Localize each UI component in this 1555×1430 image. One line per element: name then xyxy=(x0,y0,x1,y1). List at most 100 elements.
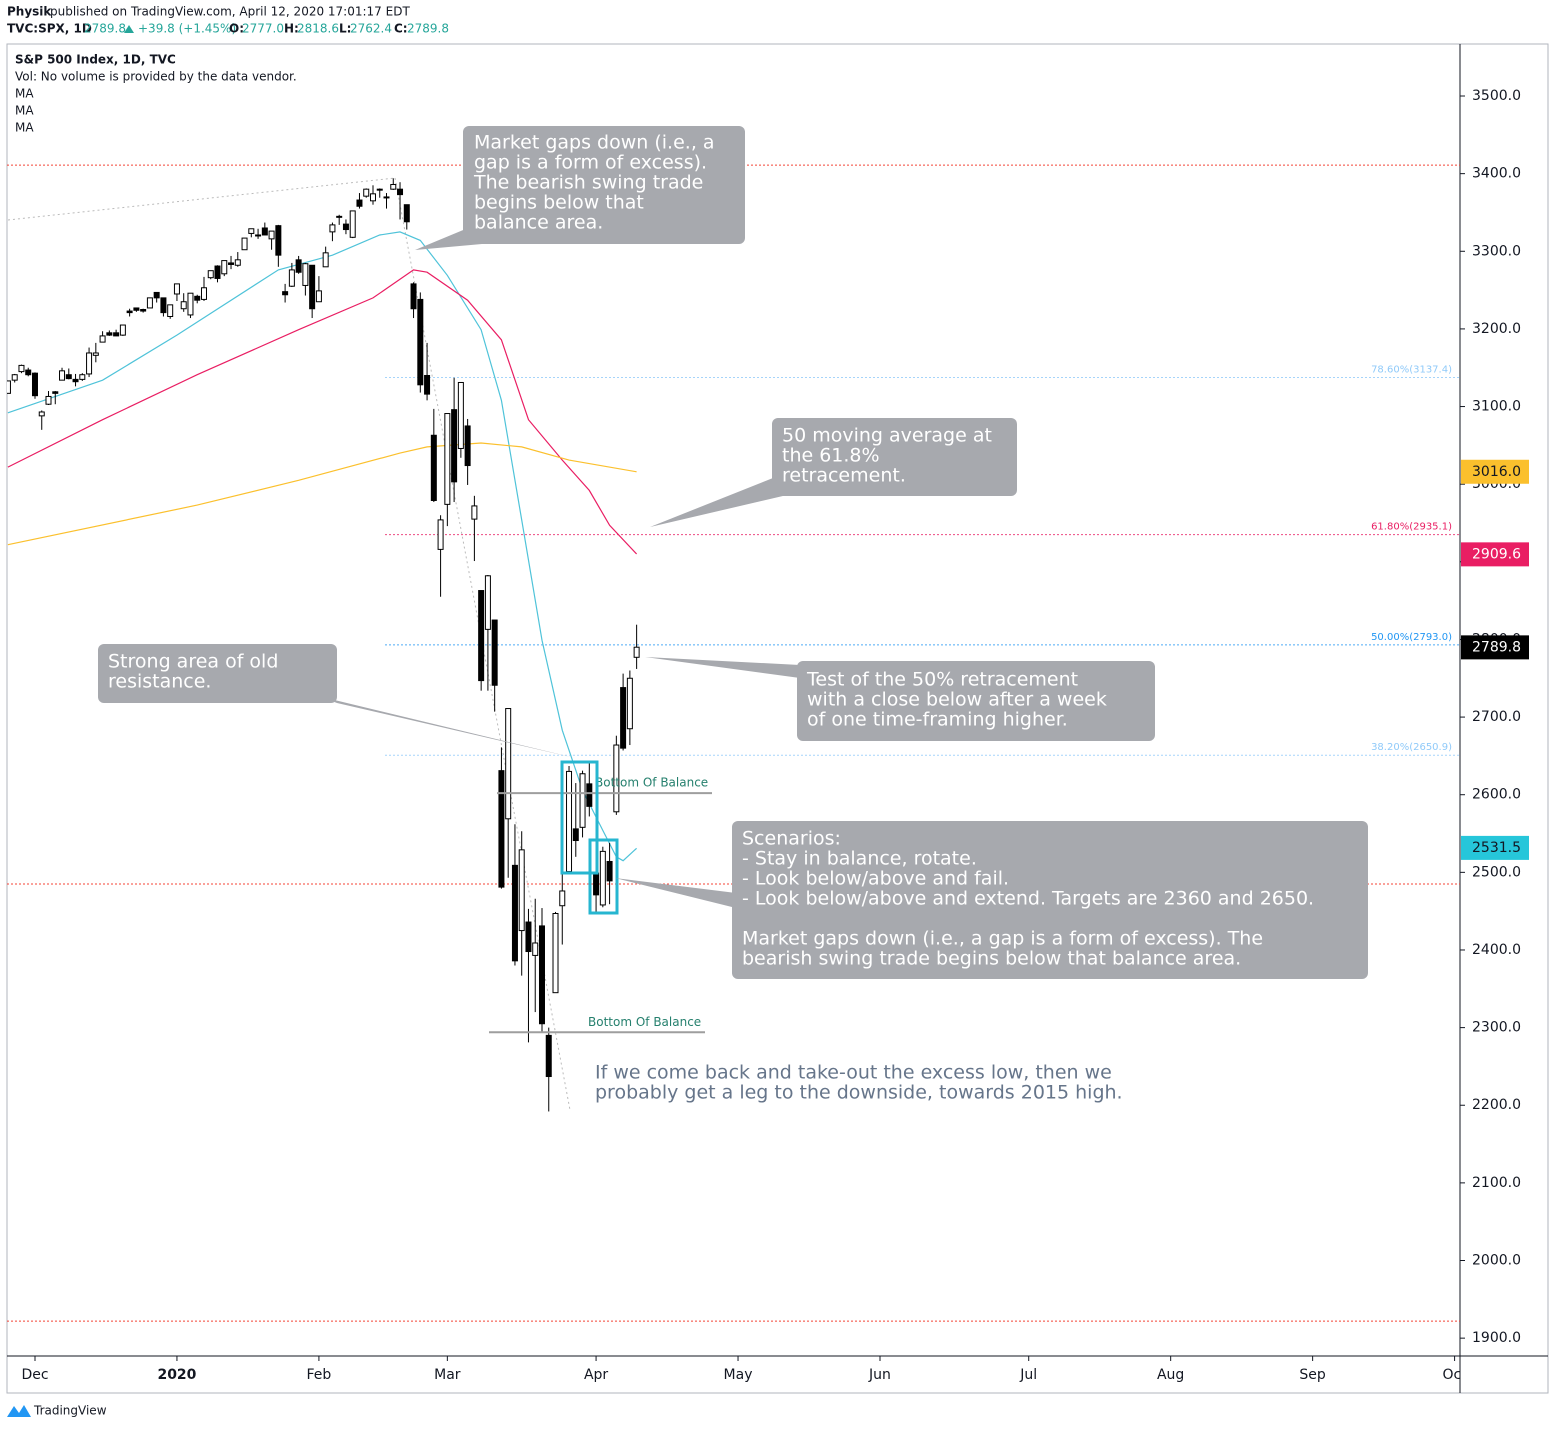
candle-body xyxy=(153,291,160,299)
candle-body xyxy=(59,370,66,381)
last-price: 2789.8 xyxy=(84,22,126,36)
candle-body xyxy=(599,850,606,906)
ohlc-key: O: xyxy=(229,22,244,36)
candle-body xyxy=(376,188,383,191)
candle-body xyxy=(92,352,99,356)
y-tick-label: 1900.0 xyxy=(1472,1330,1521,1346)
ohlc-key: H: xyxy=(284,22,299,36)
candle-body xyxy=(532,942,539,956)
balance-box xyxy=(560,760,599,875)
y-tick-label: 2100.0 xyxy=(1472,1175,1521,1191)
candle-body xyxy=(410,283,417,310)
candle-body xyxy=(363,188,370,197)
balance-box xyxy=(588,838,619,915)
candle-body xyxy=(390,184,397,190)
candle-body xyxy=(248,228,255,234)
candle-body xyxy=(38,411,45,417)
candle-body xyxy=(99,335,106,343)
candle-body xyxy=(113,332,120,337)
candle-body xyxy=(52,391,59,394)
candle-body xyxy=(437,519,444,550)
candle-body xyxy=(322,252,329,268)
logo xyxy=(7,1405,31,1417)
candle-body xyxy=(309,264,316,310)
candle-body xyxy=(72,378,79,383)
callout-pointer xyxy=(650,476,800,527)
candle-body xyxy=(25,369,32,376)
callout-text: Market gaps down (i.e., a gap is a form … xyxy=(742,928,1263,950)
callout xyxy=(772,418,1017,496)
callout-text: Market gaps down (i.e., a xyxy=(474,132,715,154)
change: +39.8 (+1.45%) xyxy=(138,22,236,36)
annotation: If we come back and take-out the excess … xyxy=(595,1062,1112,1084)
legend-text: MA xyxy=(15,87,34,101)
y-tick-label: 3500.0 xyxy=(1472,88,1521,104)
fib-label: 38.20%(2650.9) xyxy=(1371,742,1452,753)
moving-average xyxy=(7,269,638,555)
y-tick-label: 2500.0 xyxy=(1472,864,1521,880)
candle-body xyxy=(282,291,289,296)
callout-text: - Look below/above and fail. xyxy=(742,868,1009,890)
candle-body xyxy=(383,196,390,199)
annotation: probably get a leg to the downside, towa… xyxy=(595,1082,1123,1104)
candle-body xyxy=(255,234,262,237)
candle-body xyxy=(221,260,228,275)
candle-body xyxy=(403,204,410,223)
candle-body xyxy=(572,828,579,842)
candle-body xyxy=(146,297,153,309)
candle-body xyxy=(417,298,424,386)
candle-body xyxy=(606,860,613,882)
candle-body xyxy=(79,374,86,380)
y-tick-label: 2200.0 xyxy=(1472,1097,1521,1113)
ohlc-value: 2777.0 xyxy=(242,22,284,36)
callout-text: balance area. xyxy=(474,212,603,234)
callout-text: 50 moving average at xyxy=(782,425,992,447)
y-tick-label: 3400.0 xyxy=(1472,166,1521,182)
x-tick-label: Apr xyxy=(584,1367,608,1383)
callout-text: bearish swing trade begins below that ba… xyxy=(742,948,1241,970)
candle-body xyxy=(86,352,93,375)
callout-text: the 61.8% xyxy=(782,445,880,467)
candle-body xyxy=(471,505,478,520)
legend-text: Vol: No volume is provided by the data v… xyxy=(15,70,297,84)
candle-body xyxy=(538,925,545,1025)
published: published on TradingView.com, April 12, … xyxy=(50,5,410,19)
candle-body xyxy=(187,292,194,316)
candle-body xyxy=(45,395,52,405)
callout-text: with a close below after a week xyxy=(807,689,1107,711)
candle-body xyxy=(194,295,201,301)
candle-body xyxy=(518,849,525,932)
trend-line xyxy=(7,177,396,221)
candle-body xyxy=(11,374,18,381)
moving-average xyxy=(7,231,638,862)
callout-text: - Look below/above and extend. Targets a… xyxy=(742,888,1314,910)
x-tick-label: Aug xyxy=(1157,1367,1184,1383)
x-tick-label: 2020 xyxy=(157,1367,196,1383)
callout-text: Scenarios: xyxy=(742,828,841,850)
candle-body xyxy=(511,864,518,962)
callout-text: - Stay in balance, rotate. xyxy=(742,848,977,870)
candle-body xyxy=(559,890,566,907)
y-tick-label: 2600.0 xyxy=(1472,787,1521,803)
candle-body xyxy=(228,262,235,265)
candle-body xyxy=(593,872,600,896)
candle-body xyxy=(119,324,126,336)
callout xyxy=(98,644,337,703)
price-label-box xyxy=(1461,459,1529,484)
price-label: 2789.8 xyxy=(1472,639,1521,655)
candle-body xyxy=(620,687,627,749)
candle-body xyxy=(18,364,25,373)
plot: 78.60%(3137.4) 61.80%(2935.1) 50.00%(2793.… xyxy=(7,164,1460,1322)
candle-body xyxy=(261,227,268,236)
candle-body xyxy=(7,380,11,394)
ohlc-key: L: xyxy=(339,22,351,36)
candle-body xyxy=(586,783,593,807)
price-label-box xyxy=(1461,835,1529,860)
legend-text: MA xyxy=(15,104,34,118)
candle-body xyxy=(234,259,241,266)
candle-body xyxy=(200,287,207,300)
y-tick-label: 3100.0 xyxy=(1472,399,1521,415)
frame xyxy=(6,43,1549,1394)
candle-body xyxy=(133,307,140,311)
ohlc-value: 2789.8 xyxy=(407,22,449,36)
